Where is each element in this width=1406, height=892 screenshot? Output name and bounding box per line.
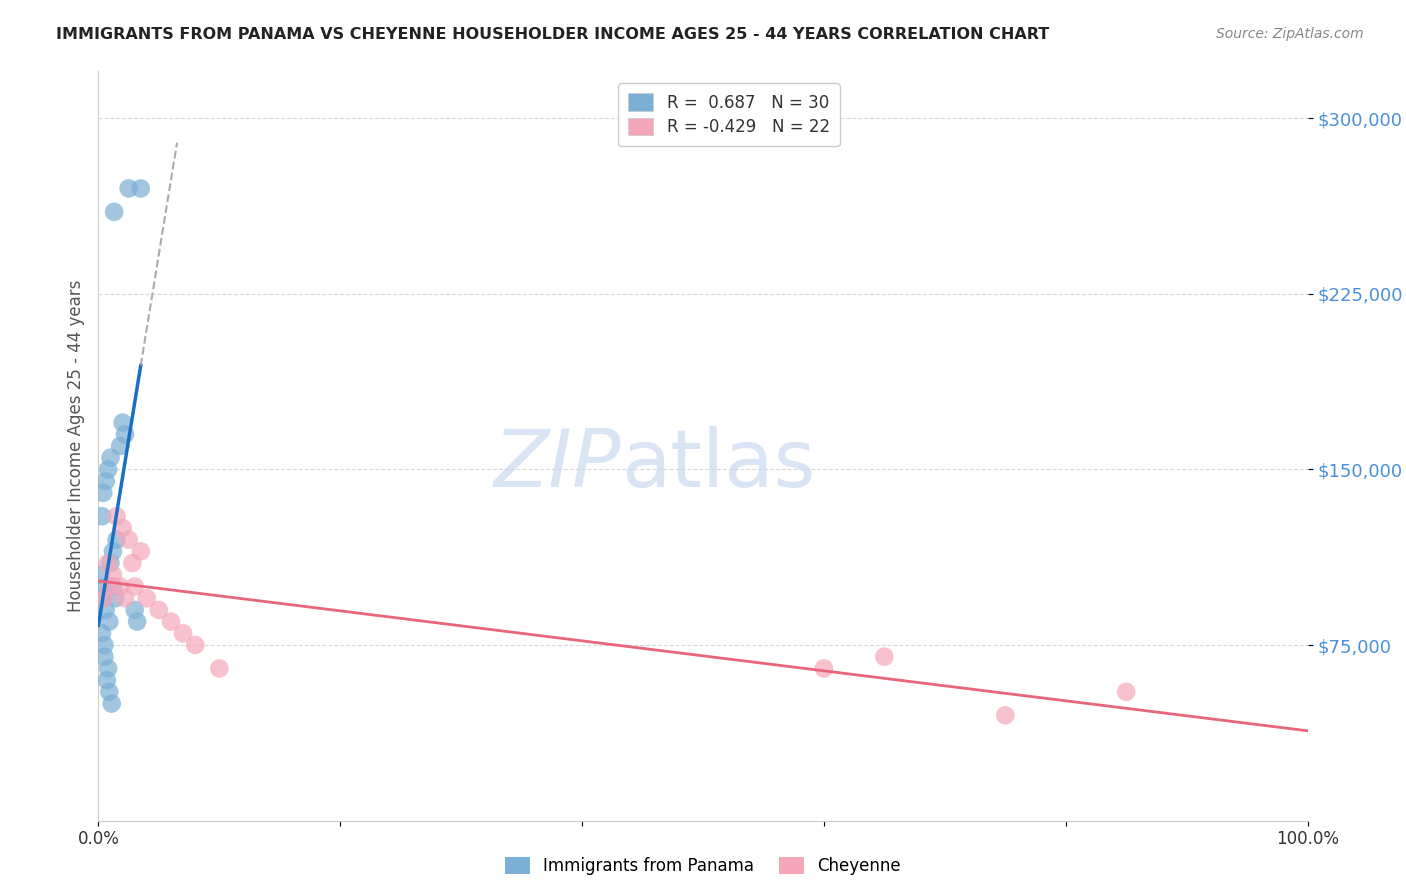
Point	[94, 474, 117, 488]
Point	[91, 509, 114, 524]
Point	[98, 615, 121, 629]
Point	[111, 416, 134, 430]
Point	[101, 580, 124, 594]
Point	[97, 556, 120, 570]
Point	[124, 603, 146, 617]
Point	[97, 462, 120, 476]
Point	[94, 603, 117, 617]
Point	[135, 591, 157, 606]
Point	[124, 580, 146, 594]
Point	[91, 485, 114, 500]
Point	[104, 591, 127, 606]
Text: Source: ZipAtlas.com: Source: ZipAtlas.com	[1216, 27, 1364, 41]
Text: ZIP: ZIP	[494, 425, 621, 504]
Point	[118, 533, 141, 547]
Point	[100, 697, 122, 711]
Point	[100, 450, 122, 465]
Point	[108, 580, 131, 594]
Point	[121, 556, 143, 570]
Point	[114, 427, 136, 442]
Legend: R =  0.687   N = 30, R = -0.429   N = 22: R = 0.687 N = 30, R = -0.429 N = 22	[619, 84, 839, 146]
Point	[101, 567, 124, 582]
Point	[129, 181, 152, 195]
Point	[97, 661, 120, 675]
Point	[93, 638, 115, 652]
Point	[114, 591, 136, 606]
Point	[813, 661, 835, 675]
Point	[96, 673, 118, 688]
Point	[96, 580, 118, 594]
Point	[93, 591, 115, 606]
Point	[105, 509, 128, 524]
Point	[100, 556, 122, 570]
Point	[90, 567, 112, 582]
Point	[103, 205, 125, 219]
Point	[91, 591, 114, 606]
Point	[172, 626, 194, 640]
Y-axis label: Householder Income Ages 25 - 44 years: Householder Income Ages 25 - 44 years	[66, 280, 84, 612]
Point	[208, 661, 231, 675]
Text: IMMIGRANTS FROM PANAMA VS CHEYENNE HOUSEHOLDER INCOME AGES 25 - 44 YEARS CORRELA: IMMIGRANTS FROM PANAMA VS CHEYENNE HOUSE…	[56, 27, 1049, 42]
Point	[873, 649, 896, 664]
Point	[100, 580, 122, 594]
Point	[127, 615, 149, 629]
Point	[1115, 685, 1137, 699]
Point	[994, 708, 1017, 723]
Point	[101, 544, 124, 558]
Point	[118, 181, 141, 195]
Point	[93, 649, 115, 664]
Point	[148, 603, 170, 617]
Point	[111, 521, 134, 535]
Legend: Immigrants from Panama, Cheyenne: Immigrants from Panama, Cheyenne	[496, 849, 910, 884]
Point	[184, 638, 207, 652]
Point	[108, 439, 131, 453]
Point	[98, 685, 121, 699]
Point	[105, 533, 128, 547]
Point	[129, 544, 152, 558]
Point	[91, 626, 114, 640]
Text: atlas: atlas	[621, 425, 815, 504]
Point	[160, 615, 183, 629]
